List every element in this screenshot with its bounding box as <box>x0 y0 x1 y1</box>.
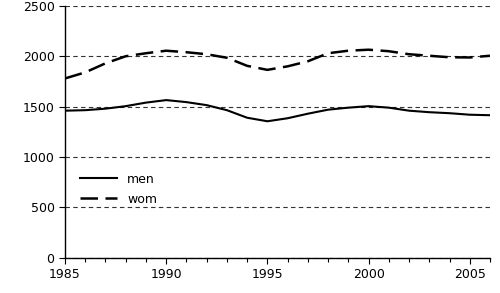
men <box>264 120 270 123</box>
men <box>366 104 372 108</box>
men <box>446 111 452 115</box>
men <box>62 109 68 113</box>
wom <box>264 68 270 71</box>
Line: men: men <box>65 100 490 121</box>
wom <box>366 48 372 52</box>
men <box>163 98 169 102</box>
men <box>426 110 432 114</box>
men <box>204 103 210 107</box>
wom <box>426 54 432 57</box>
Legend: men, wom: men, wom <box>80 173 157 206</box>
wom <box>305 59 311 63</box>
men <box>284 117 290 120</box>
wom <box>406 52 412 56</box>
men <box>82 108 88 112</box>
men <box>487 113 493 117</box>
wom <box>284 64 290 68</box>
wom <box>386 50 392 53</box>
wom <box>224 56 230 59</box>
wom <box>82 71 88 74</box>
wom <box>204 52 210 56</box>
men <box>122 104 128 108</box>
Line: wom: wom <box>65 50 490 79</box>
men <box>184 100 190 104</box>
men <box>244 116 250 120</box>
men <box>406 109 412 113</box>
men <box>305 112 311 115</box>
wom <box>244 64 250 68</box>
men <box>224 108 230 112</box>
men <box>102 107 108 110</box>
men <box>346 106 352 109</box>
wom <box>62 77 68 80</box>
wom <box>122 54 128 58</box>
wom <box>487 54 493 57</box>
wom <box>325 52 331 55</box>
men <box>325 108 331 111</box>
wom <box>143 52 149 55</box>
wom <box>163 49 169 52</box>
wom <box>184 50 190 54</box>
wom <box>446 55 452 59</box>
wom <box>467 56 473 59</box>
wom <box>346 49 352 52</box>
wom <box>102 62 108 65</box>
men <box>386 106 392 109</box>
men <box>143 101 149 104</box>
men <box>467 113 473 117</box>
